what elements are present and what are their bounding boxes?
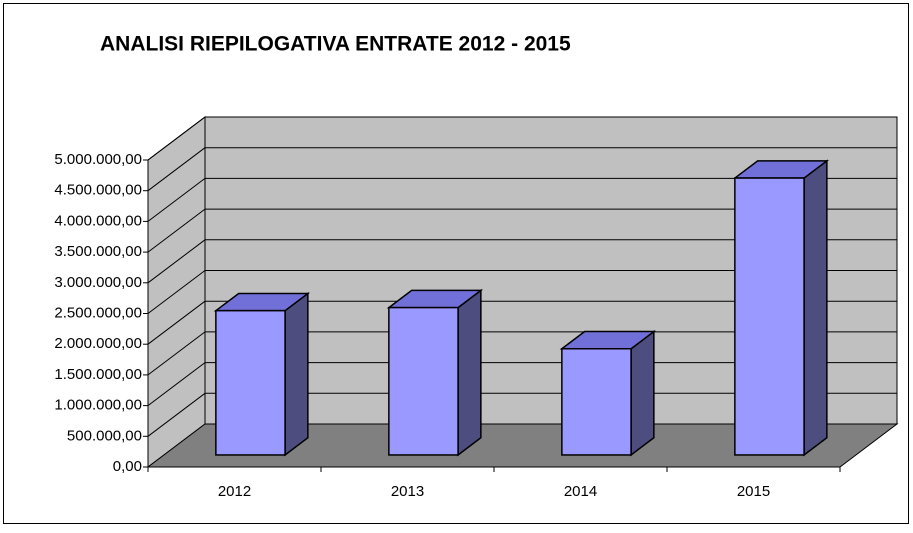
grid-line	[147, 300, 206, 345]
y-tick-label: 1.500.000,00	[54, 366, 142, 383]
grid-line	[147, 147, 206, 192]
x-tick-label: 2015	[737, 483, 770, 500]
y-tick-label: 3.000.000,00	[54, 274, 142, 291]
y-tick-label: 4.000.000,00	[54, 212, 142, 229]
y-tick-label: 5.000.000,00	[54, 151, 142, 168]
grid-line	[147, 239, 206, 284]
bar-side	[630, 330, 655, 457]
grid-line	[147, 362, 206, 406]
grid-line	[147, 270, 206, 314]
y-tick-label: 500.000,00	[67, 427, 142, 444]
y-tick-label: 1.000.000,00	[54, 397, 142, 414]
bar-side	[803, 159, 828, 457]
grid-line	[147, 392, 206, 437]
bar	[734, 177, 805, 456]
bar	[388, 306, 459, 456]
chart-title: ANALISI RIEPILOGATIVA ENTRATE 2012 - 201…	[100, 33, 571, 56]
bar	[561, 347, 632, 456]
grid-line	[147, 331, 206, 376]
y-tick-label: 2.500.000,00	[54, 304, 142, 321]
bar-side	[457, 288, 482, 457]
x-tick-label: 2013	[391, 483, 424, 500]
y-tick-label: 4.500.000,00	[54, 182, 142, 199]
grid-line	[147, 116, 206, 161]
grid-line	[147, 208, 206, 253]
bar-side	[284, 291, 309, 457]
y-tick-label: 0,00	[113, 458, 142, 475]
grid-line	[147, 178, 206, 222]
y-tick-label: 2.000.000,00	[54, 335, 142, 352]
x-tick-label: 2014	[564, 483, 597, 500]
x-tick-label: 2012	[218, 483, 251, 500]
bar	[215, 309, 286, 456]
y-tick-label: 3.500.000,00	[54, 243, 142, 260]
